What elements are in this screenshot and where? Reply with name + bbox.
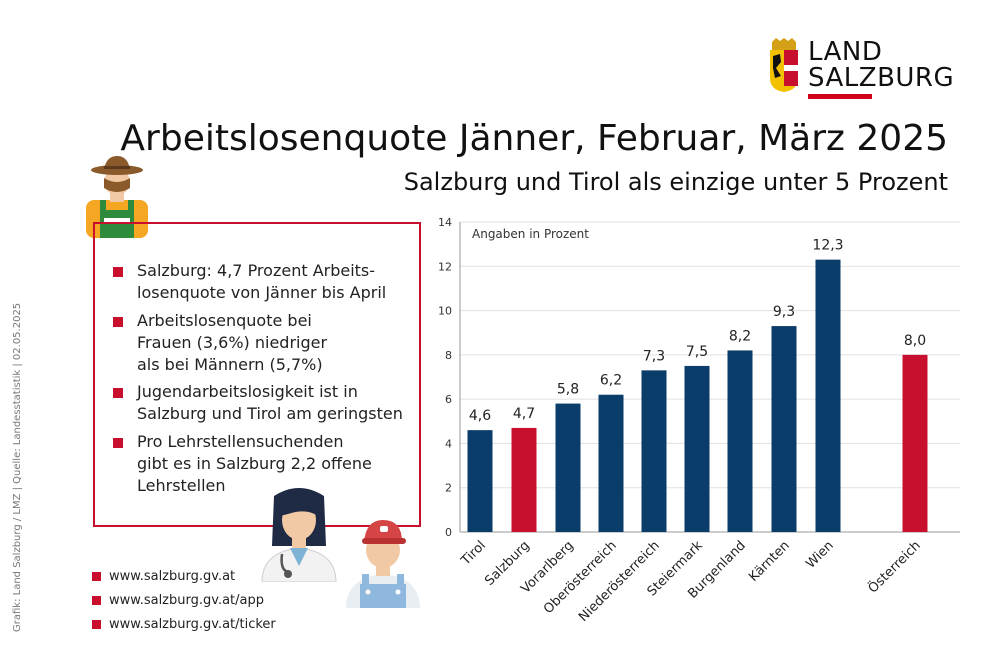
bar-niederösterreich (641, 370, 667, 532)
link-text[interactable]: www.salzburg.gv.at/app (109, 593, 264, 608)
logo-line-2: SALZBURG (808, 63, 955, 93)
link-square-icon (92, 572, 101, 581)
bullet-text: Salzburg: 4,7 Prozent Arbeits- losenquot… (137, 261, 387, 302)
info-bullet: Pro Lehrstellensuchenden gibt es in Salz… (113, 431, 407, 497)
bar-österreich (902, 354, 928, 532)
chart-note: Angaben in Prozent (472, 227, 589, 241)
salzburg-crest-icon (770, 38, 798, 92)
bullet-square-icon (113, 388, 123, 398)
bullet-text: Jugendarbeitslosigkeit ist in Salzburg u… (137, 382, 403, 423)
link-text[interactable]: www.salzburg.gv.at (109, 569, 236, 584)
bullet-text: Pro Lehrstellensuchenden gibt es in Salz… (137, 432, 372, 495)
bar-value-label: 4,7 (513, 406, 535, 422)
x-category-label: Oberösterreich (541, 538, 620, 617)
bar-tirol (467, 430, 493, 532)
land-salzburg-logo: LAND SALZBURG (768, 37, 954, 102)
bullet-text: Arbeitslosenquote bei Frauen (3,6%) nied… (137, 311, 328, 374)
bar-kärnten (771, 326, 797, 532)
x-category-label: Kärnten (746, 538, 793, 585)
worker-illustration-icon (346, 520, 420, 608)
link-text[interactable]: www.salzburg.gv.at/ticker (109, 617, 276, 632)
y-tick-label: 6 (445, 393, 452, 406)
x-category-label: Wien (803, 538, 837, 572)
bar-value-label: 7,5 (686, 344, 708, 360)
logo-line-1: LAND (808, 37, 883, 67)
link-square-icon (92, 596, 101, 605)
info-bullet: Arbeitslosenquote bei Frauen (3,6%) nied… (113, 310, 407, 376)
bar-chart-svg: 0 2 4 6 8 10 12 14 Angaben in Prozent 4,6 Tirol 4,7… (438, 216, 960, 625)
logo-underline (808, 94, 872, 99)
bar-value-label: 8,2 (729, 328, 751, 344)
bar-value-label: 5,8 (557, 382, 579, 398)
link-square-icon (92, 620, 101, 629)
source-credit: Grafik: Land Salzburg / LMZ | Quelle: La… (12, 302, 23, 632)
bar-burgenland (727, 350, 753, 532)
y-tick-label: 8 (445, 349, 452, 362)
y-tick-label: 0 (445, 526, 452, 539)
page-title: Arbeitslosenquote Jänner, Februar, März … (120, 118, 948, 159)
bar-salzburg (511, 427, 537, 532)
x-category-label: Tirol (458, 538, 489, 569)
x-category-label: Österreich (864, 537, 924, 597)
doctor-illustration-icon (261, 488, 337, 582)
bar-steiermark (684, 365, 710, 532)
y-tick-label: 10 (438, 305, 452, 318)
info-box: Salzburg: 4,7 Prozent Arbeits- losenquot… (93, 222, 421, 527)
bar-value-label: 4,6 (469, 408, 491, 424)
bar-value-label: 12,3 (812, 238, 843, 254)
page-subtitle: Salzburg und Tirol als einzige unter 5 P… (403, 168, 948, 196)
info-bullet: Jugendarbeitslosigkeit ist in Salzburg u… (113, 381, 407, 425)
bar-value-label: 8,0 (904, 333, 926, 349)
x-category-label: Niederösterreich (576, 538, 663, 625)
bar-chart: 0 2 4 6 8 10 12 14 Angaben in Prozent 4,6 Tirol 4,7… (438, 212, 980, 632)
y-tick-label: 2 (445, 482, 452, 495)
y-tick-label: 12 (438, 260, 452, 273)
bar-value-label: 9,3 (773, 304, 795, 320)
bar-wien (815, 259, 841, 532)
link-salzburg-app[interactable]: www.salzburg.gv.at/app (92, 593, 264, 608)
bullet-square-icon (113, 267, 123, 277)
bar-value-label: 6,2 (600, 373, 622, 389)
y-tick-label: 14 (438, 216, 452, 229)
bullet-square-icon (113, 438, 123, 448)
link-salzburg[interactable]: www.salzburg.gv.at (92, 569, 235, 584)
bar-vorarlberg (555, 403, 581, 532)
bar-value-label: 7,3 (643, 348, 665, 364)
info-bullet: Salzburg: 4,7 Prozent Arbeits- losenquot… (113, 260, 407, 304)
farmer-illustration-icon (86, 156, 148, 238)
link-salzburg-ticker[interactable]: www.salzburg.gv.at/ticker (92, 617, 276, 632)
bar-oberösterreich (598, 394, 624, 532)
bullet-square-icon (113, 317, 123, 327)
y-tick-label: 4 (445, 437, 452, 450)
